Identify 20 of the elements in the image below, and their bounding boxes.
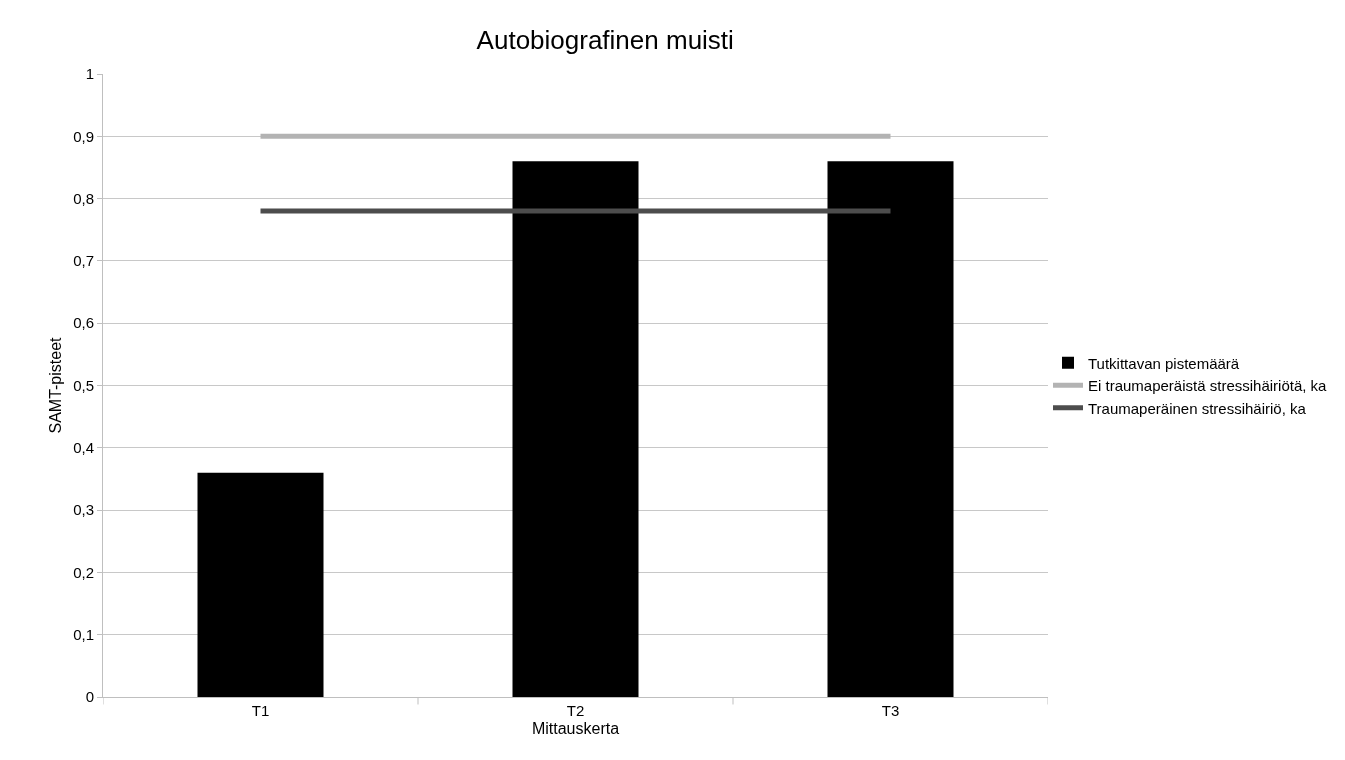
- legend-label: Traumaperäinen stressihäiriö, ka: [1088, 399, 1307, 417]
- y-tick-label: 0,7: [73, 252, 94, 270]
- y-tick-label: 0,1: [73, 625, 94, 643]
- legend-label: Tutkittavan pistemäärä: [1088, 354, 1240, 372]
- y-tick-label: 0,3: [73, 501, 94, 519]
- y-tick-label: 0,9: [73, 127, 94, 145]
- y-tick-label: 0,8: [73, 189, 94, 207]
- chart-title: Autobiografinen muisti: [476, 24, 734, 55]
- y-tick-label: 0,2: [73, 563, 94, 581]
- x-tick-label: T2: [566, 702, 585, 719]
- x-tick-label: T1: [251, 702, 270, 719]
- y-tick-label: 0,5: [73, 376, 94, 394]
- y-tick-label: 0,6: [73, 314, 94, 332]
- y-axis-title: SAMT-pisteet: [47, 336, 64, 434]
- x-axis-title: Mittauskerta: [531, 719, 620, 737]
- y-tick-label: 0: [85, 688, 94, 706]
- legend-label: Ei traumaperäistä stressihäiriötä, ka: [1088, 377, 1328, 395]
- y-tick-label: 1: [85, 65, 94, 83]
- y-tick-label: 0,4: [73, 439, 94, 457]
- x-tick-label: T3: [881, 702, 900, 719]
